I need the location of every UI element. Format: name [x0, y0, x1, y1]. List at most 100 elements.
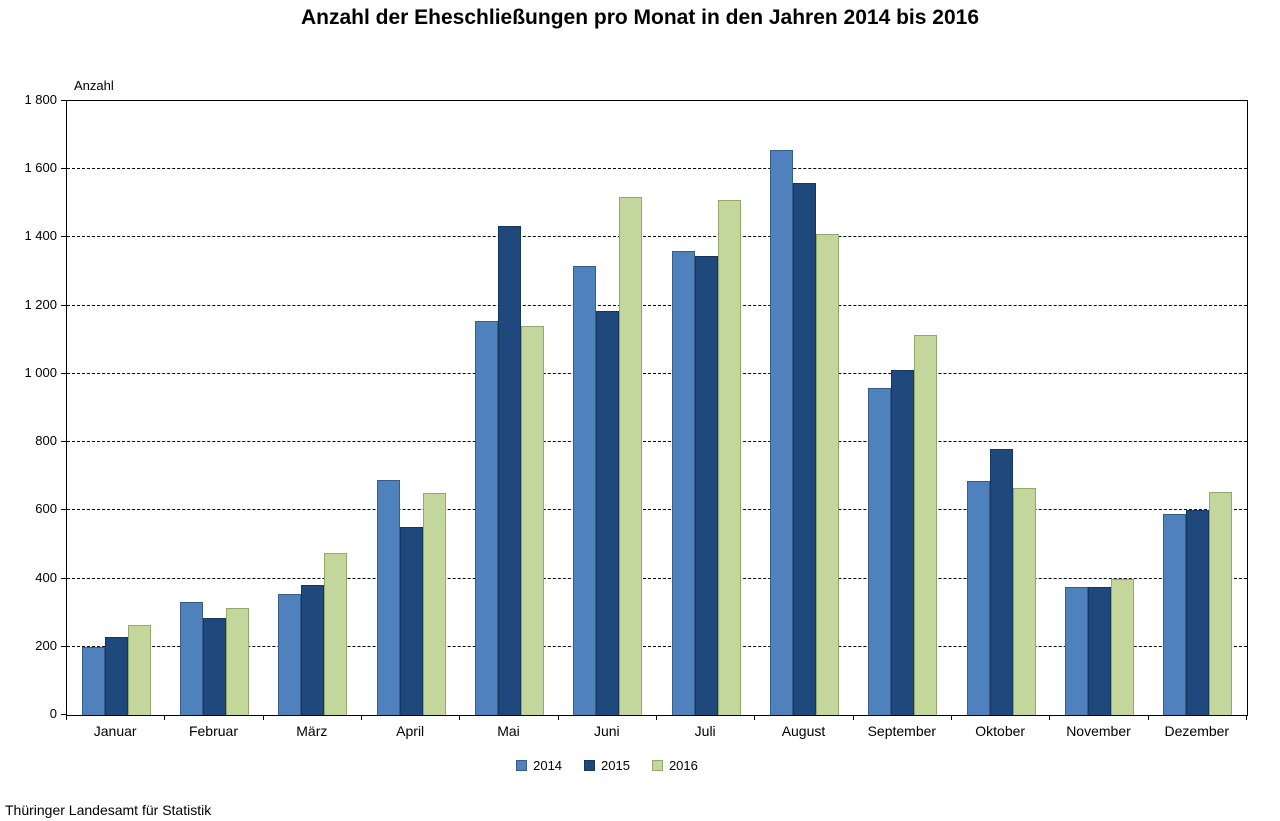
y-tick-mark: [61, 304, 66, 306]
y-tick-label-1200: 1 200: [24, 296, 57, 312]
gridline-1400: [67, 236, 1247, 238]
bar-2015-juli: [694, 256, 718, 715]
bar-2016-mai: [521, 326, 544, 715]
y-tick-mark: [61, 645, 66, 647]
bar-2015-oktober: [989, 448, 1013, 715]
x-tick-mark: [1147, 715, 1149, 720]
y-tick-mark: [61, 509, 66, 511]
bar-2014-juli: [671, 251, 695, 715]
y-tick-mark: [61, 168, 66, 170]
x-tick-label-juni: Juni: [593, 723, 620, 739]
y-tick-mark: [61, 100, 66, 101]
bar-2016-april: [422, 493, 446, 715]
bar-2015-august: [793, 182, 816, 715]
bar-2014-september: [868, 387, 892, 715]
legend-item-2016: 2016: [651, 758, 698, 773]
x-tick-mark: [164, 715, 166, 720]
chart-title: Anzahl der Eheschließungen pro Monat in …: [300, 6, 979, 29]
bar-2014-dezember: [1163, 513, 1187, 715]
plot-area: [66, 100, 1248, 716]
gridline-600: [67, 509, 1247, 511]
bar-2015-april: [399, 527, 423, 715]
x-tick-label-oktober: Oktober: [975, 723, 1026, 739]
x-tick-label-dezember: Dezember: [1164, 723, 1230, 739]
y-tick-label-600: 600: [35, 501, 57, 517]
x-tick-label-februar: Februar: [188, 723, 238, 739]
bar-2016-januar: [127, 624, 151, 715]
x-tick-label-september: September: [867, 723, 937, 739]
x-tick-label-august: August: [781, 723, 826, 739]
bar-2016-juli: [717, 199, 741, 715]
y-tick-mark: [61, 372, 66, 374]
legend-item-2014: 2014: [516, 758, 562, 773]
bar-2015-märz: [301, 585, 325, 715]
x-tick-mark: [1246, 715, 1247, 720]
y-tick-mark: [61, 236, 66, 238]
y-tick-mark: [61, 577, 66, 579]
y-tick-label-1800: 1 800: [24, 92, 57, 107]
bar-2016-november: [1111, 578, 1134, 715]
x-tick-label-mai: Mai: [497, 723, 520, 739]
y-tick-label-1600: 1 600: [24, 160, 57, 176]
bar-2015-november: [1088, 587, 1111, 715]
bar-2016-august: [816, 234, 839, 715]
y-tick-label-800: 800: [35, 433, 57, 449]
y-axis-label: Anzahl: [74, 78, 114, 93]
x-tick-mark: [852, 715, 854, 720]
y-tick-mark: [61, 441, 66, 443]
x-tick-label-juli: Juli: [694, 723, 716, 739]
legend-label-2015: 2015: [601, 758, 630, 773]
legend-swatch-2014: [516, 760, 528, 771]
x-tick-mark: [361, 715, 362, 720]
gridline-1600: [67, 168, 1247, 170]
bar-2015-mai: [498, 225, 521, 715]
y-tick-label-200: 200: [35, 637, 57, 653]
bar-2015-februar: [203, 617, 226, 715]
x-tick-mark: [754, 715, 756, 720]
bar-2014-august: [770, 150, 793, 715]
x-tick-label-april: April: [396, 723, 425, 739]
y-tick-label-1000: 1 000: [24, 364, 57, 380]
x-tick-label-märz: März: [296, 723, 328, 739]
bar-2015-juni: [596, 310, 620, 715]
y-tick-label-1400: 1 400: [24, 228, 57, 244]
y-tick-label-400: 400: [35, 569, 57, 585]
gridline-1200: [67, 304, 1247, 306]
gridline-400: [67, 577, 1247, 579]
bar-2016-märz: [324, 552, 348, 715]
x-tick-mark: [66, 715, 67, 720]
bar-2016-september: [914, 334, 938, 715]
bar-2016-februar: [226, 607, 249, 715]
x-tick-mark: [951, 715, 952, 720]
x-tick-mark: [262, 715, 264, 720]
bar-2014-juni: [573, 266, 597, 715]
x-tick-label-november: November: [1066, 723, 1131, 739]
bar-2014-februar: [180, 602, 203, 715]
legend-swatch-2015: [584, 760, 596, 771]
bar-2015-januar: [104, 636, 128, 715]
legend: 2014 2015 2016: [0, 758, 1247, 773]
bar-2014-november: [1065, 587, 1088, 715]
bar-2015-september: [891, 370, 915, 715]
bar-2014-april: [376, 479, 400, 715]
bar-2016-oktober: [1012, 488, 1036, 715]
legend-item-2015: 2015: [584, 758, 630, 773]
bar-2014-oktober: [966, 481, 990, 715]
gridline-1000: [67, 372, 1247, 374]
bar-2015-dezember: [1186, 510, 1210, 715]
gridline-200: [67, 645, 1247, 647]
bar-2016-dezember: [1209, 491, 1233, 715]
y-tick-mark: [61, 714, 66, 715]
x-tick-mark: [656, 715, 657, 720]
bar-2014-märz: [278, 593, 302, 715]
legend-label-2016: 2016: [668, 758, 698, 773]
source-note: Thüringer Landesamt für Statistik: [5, 802, 212, 818]
y-tick-label-0: 0: [49, 706, 57, 721]
x-tick-mark: [1049, 715, 1051, 720]
x-tick-mark: [459, 715, 461, 720]
x-tick-label-januar: Januar: [93, 723, 137, 739]
x-tick-mark: [557, 715, 559, 720]
bar-2014-januar: [81, 646, 105, 715]
bar-2014-mai: [475, 321, 498, 715]
